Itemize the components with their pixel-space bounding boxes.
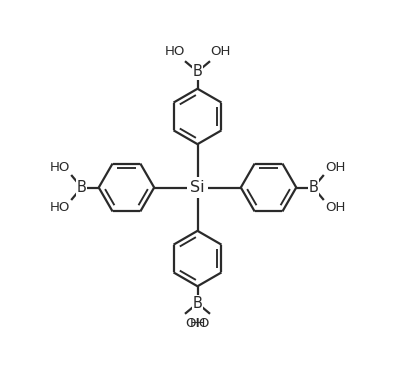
Text: HO: HO: [49, 201, 70, 214]
Text: HO: HO: [49, 160, 70, 174]
Text: HO: HO: [165, 45, 185, 58]
Text: OH: OH: [210, 45, 230, 58]
Text: OH: OH: [325, 201, 346, 214]
Text: OH: OH: [325, 160, 346, 174]
Text: HO: HO: [190, 317, 210, 330]
Text: B: B: [193, 296, 202, 311]
Text: B: B: [308, 180, 318, 195]
Text: OH: OH: [185, 317, 205, 330]
Text: Si: Si: [190, 180, 205, 195]
Text: B: B: [193, 64, 202, 79]
Text: B: B: [77, 180, 87, 195]
